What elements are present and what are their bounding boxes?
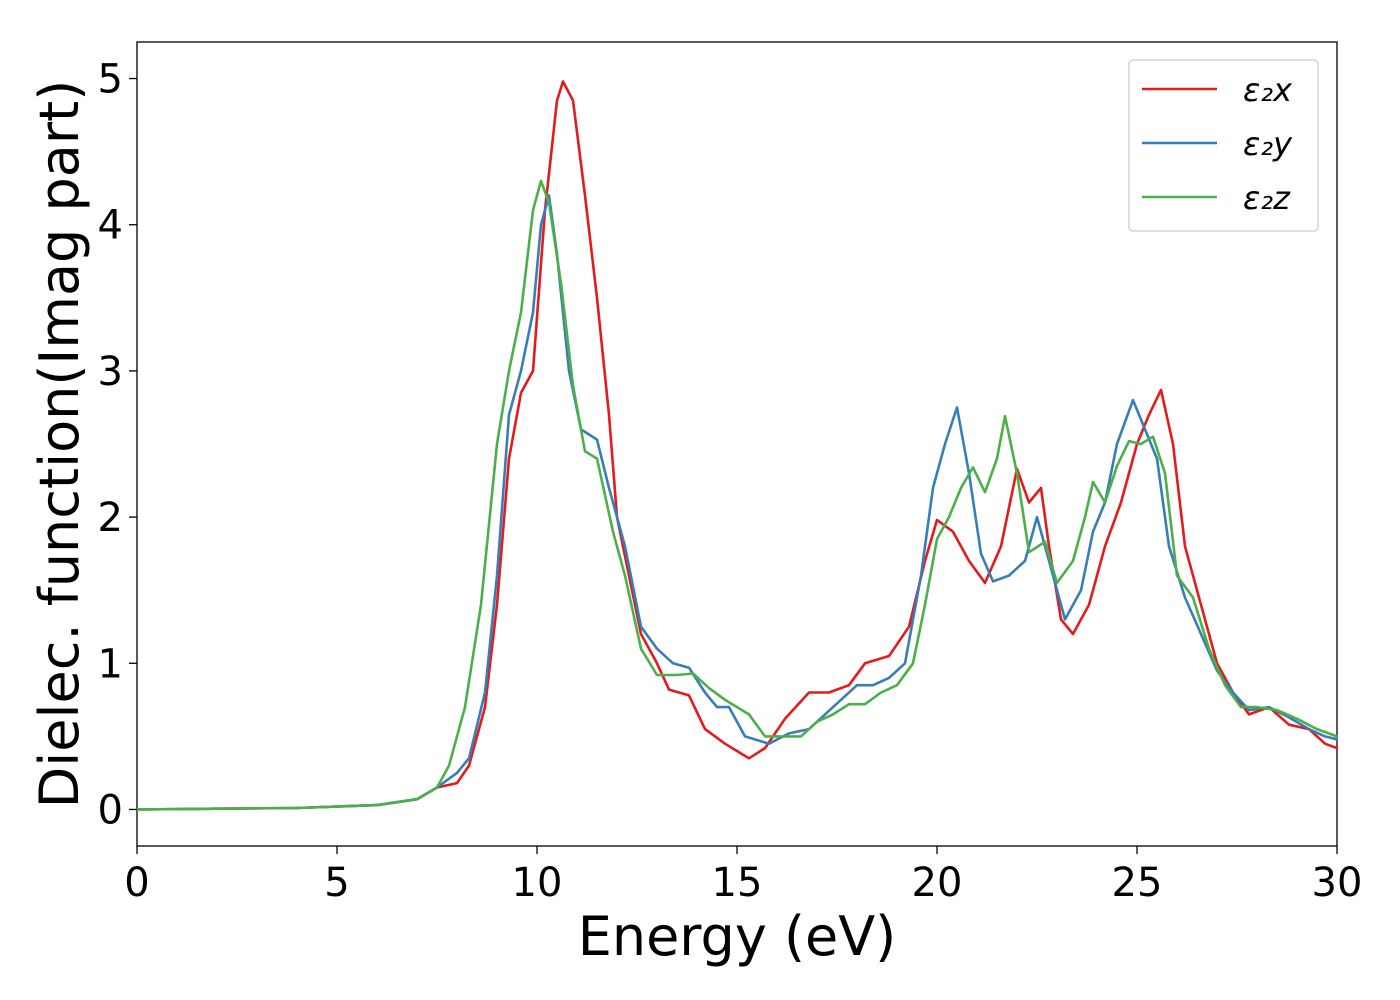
y-tick-label: 3 bbox=[98, 349, 123, 395]
x-tick-label: 10 bbox=[512, 860, 563, 906]
y-tick-label: 1 bbox=[98, 641, 123, 687]
series-line-1 bbox=[135, 194, 1339, 811]
series-line-2 bbox=[135, 179, 1339, 811]
series-line-0 bbox=[135, 80, 1339, 811]
legend-box bbox=[1128, 59, 1319, 232]
y-tick-label: 2 bbox=[98, 495, 123, 541]
y-tick-label: 5 bbox=[98, 57, 123, 103]
y-tick-label: 4 bbox=[98, 203, 123, 249]
x-tick-label: 15 bbox=[712, 860, 763, 906]
legend-label-eps2x: ε₂x bbox=[1243, 71, 1293, 109]
x-axis-title: Energy (eV) bbox=[578, 905, 897, 968]
x-axis: 0 5 10 15 20 25 30 bbox=[124, 846, 1362, 906]
series-layer bbox=[135, 80, 1339, 811]
legend: ε₂x ε₂y ε₂z bbox=[1128, 59, 1319, 232]
x-tick-label: 5 bbox=[324, 860, 349, 906]
x-tick-label: 20 bbox=[912, 860, 963, 906]
y-tick-label: 0 bbox=[98, 787, 123, 833]
y-axis-title: Dielec. function(Imag part) bbox=[28, 80, 91, 809]
legend-label-eps2y: ε₂y bbox=[1243, 125, 1293, 163]
y-axis: 0 1 2 3 4 5 bbox=[98, 57, 137, 833]
x-tick-label: 30 bbox=[1312, 860, 1363, 906]
x-tick-label: 0 bbox=[124, 860, 149, 906]
legend-label-eps2z: ε₂z bbox=[1243, 179, 1291, 217]
x-tick-label: 25 bbox=[1112, 860, 1163, 906]
